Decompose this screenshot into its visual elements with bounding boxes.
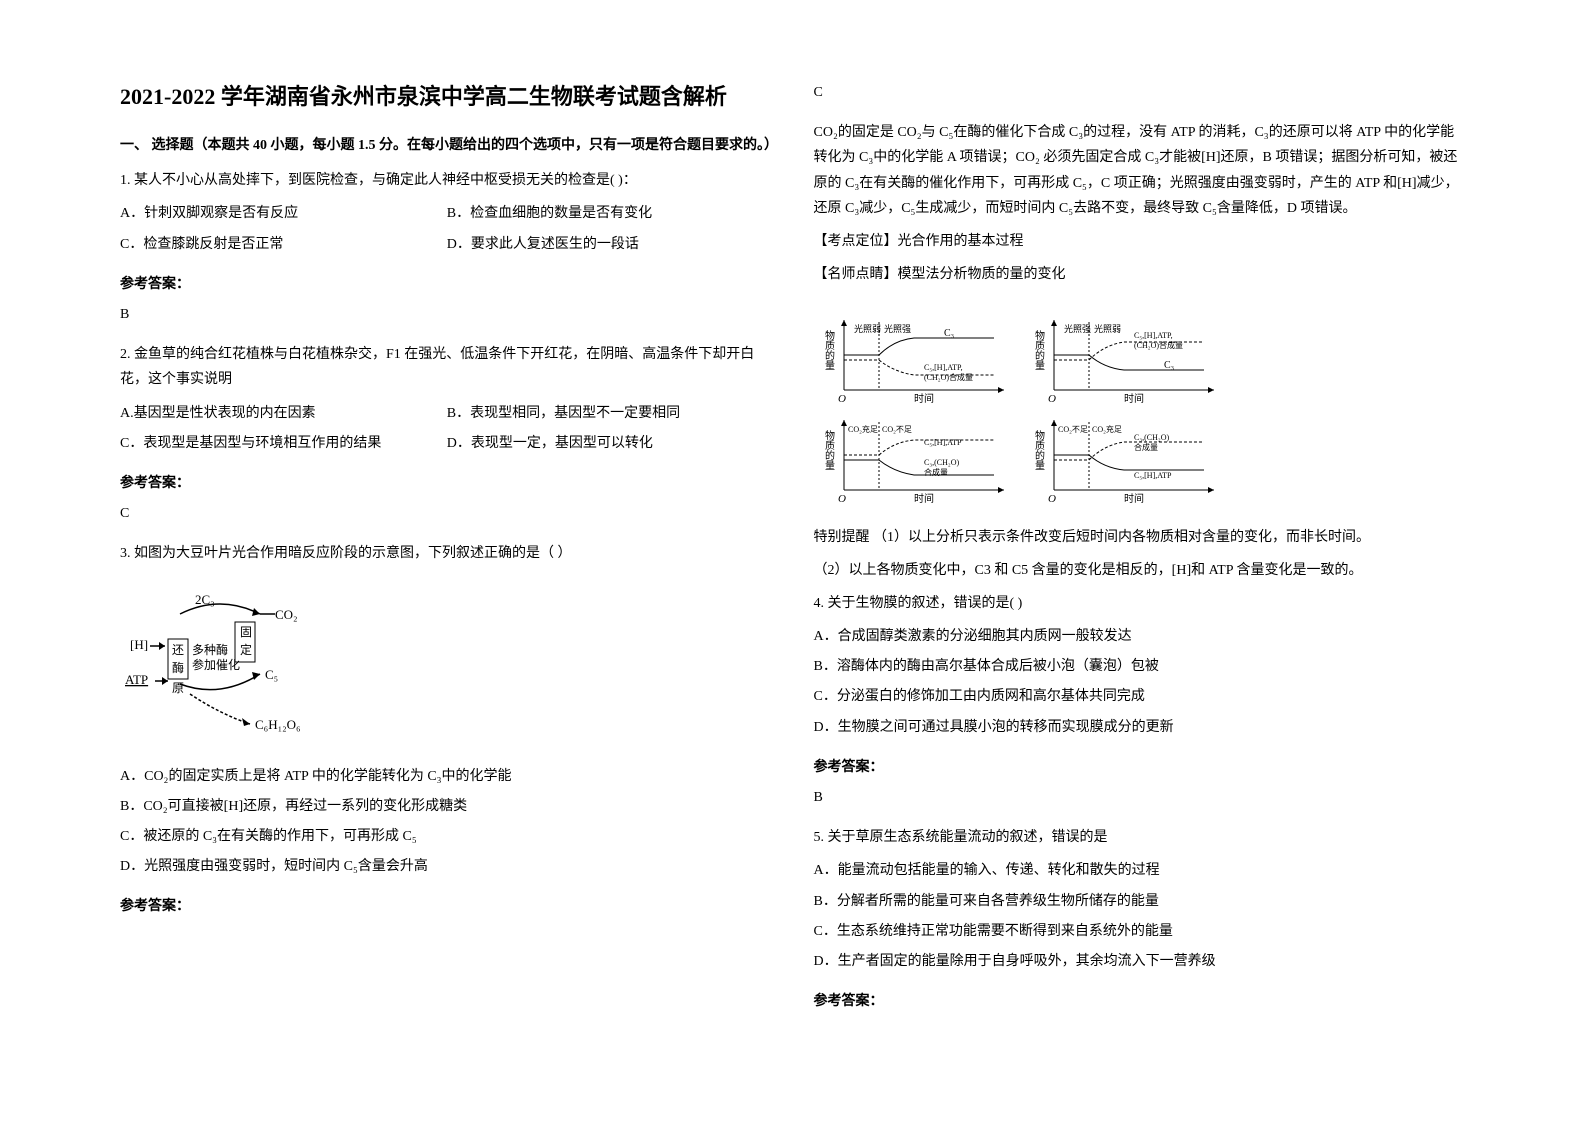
q1-opt-a: A．针刺双脚观察是否有反应 (120, 201, 447, 226)
q4-opt-a: A．合成固醇类激素的分泌细胞其内质网一般较发达 (814, 624, 1468, 649)
q3-point: 【考点定位】光合作用的基本过程 (814, 229, 1468, 254)
svg-text:时间: 时间 (1124, 392, 1144, 405)
q3-opt-a: A．CO₂的固定实质上是将 ATP 中的化学能转化为 C₃中的化学能 (120, 764, 774, 789)
q1-answer: B (120, 302, 774, 327)
q3-note1: 特别提醒 （1）以上分析只表示条件改变后短时间内各物质相对含量的变化，而非长时间… (814, 525, 1468, 550)
svg-text:光照强: 光照强 (1064, 323, 1091, 334)
q3-explanation: CO₂的固定是 CO₂与 C₅在酶的催化下合成 C₃的过程，没有 ATP 的消耗… (814, 120, 1468, 221)
answer-label-5: 参考答案： (814, 989, 1468, 1014)
svg-text:原: 原 (172, 681, 184, 695)
svg-text:2C₃: 2C₃ (195, 592, 215, 607)
q4-answer: B (814, 785, 1468, 810)
svg-text:时间: 时间 (914, 392, 934, 405)
svg-text:时间: 时间 (914, 492, 934, 505)
svg-text:O: O (1048, 393, 1056, 405)
q3-tip: 【名师点睛】模型法分析物质的量的变化 (814, 262, 1468, 287)
document-title: 2021-2022 学年湖南省永州市泉滨中学高二生物联考试题含解析 (120, 80, 774, 113)
q1-opt-d: D．要求此人复述医生的一段话 (447, 232, 774, 257)
svg-text:CO₂: CO₂ (275, 607, 298, 622)
svg-text:还: 还 (172, 643, 184, 657)
svg-text:光照强: 光照强 (884, 323, 911, 334)
svg-text:合成量: 合成量 (1134, 442, 1158, 452)
q5-opt-d: D．生产者固定的能量除用于自身呼吸外，其余均流入下一营养级 (814, 949, 1468, 974)
answer-label-2: 参考答案： (120, 471, 774, 496)
q4-opt-c: C．分泌蛋白的修饰加工由内质网和高尔基体共同完成 (814, 684, 1468, 709)
svg-text:C₃,(CH₂O): C₃,(CH₂O) (1134, 433, 1169, 442)
q5-text: 5. 关于草原生态系统能量流动的叙述，错误的是 (814, 825, 1468, 850)
q5-opt-c: C．生态系统维持正常功能需要不断得到来自系统外的能量 (814, 919, 1468, 944)
svg-text:多种酶: 多种酶 (192, 642, 228, 657)
q3-text: 3. 如图为大豆叶片光合作用暗反应阶段的示意图，下列叙述正确的是（ ） (120, 541, 774, 566)
question-2: 2. 金鱼草的纯合红花植株与白花植株杂交，F1 在强光、低温条件下开红花，在阴暗… (120, 342, 774, 456)
charts-diagram: 物质的量 光照弱 光照强 C₃ C₅,[H],ATP, (CH₂O)合成量 O … (814, 305, 1234, 505)
q2-opt-d: D．表现型一定，基因型可以转化 (447, 431, 774, 456)
svg-text:CO₂充足: CO₂充足 (848, 424, 878, 434)
svg-text:物质的量: 物质的量 (822, 429, 834, 470)
svg-text:C₅,[H],ATP,: C₅,[H],ATP, (924, 363, 963, 372)
q3-note2: （2）以上各物质变化中，C3 和 C5 含量的变化是相反的，[H]和 ATP 含… (814, 558, 1468, 583)
svg-text:C₅: C₅ (265, 667, 278, 682)
svg-text:合成量: 合成量 (924, 467, 948, 477)
q2-opt-b: B．表现型相同，基因型不一定要相同 (447, 401, 774, 426)
svg-text:物质的量: 物质的量 (1032, 429, 1044, 470)
q3-diagram: 2C₃ CO₂ 固 定 [H] 还 酶 多种酶 参加催化 ATP 原 C₅ C₆… (120, 584, 320, 744)
question-3: 3. 如图为大豆叶片光合作用暗反应阶段的示意图，下列叙述正确的是（ ） 2C₃ … (120, 541, 774, 879)
svg-text:C₆H₁₂O₆: C₆H₁₂O₆ (255, 717, 301, 732)
q3-opt-d: D．光照强度由强变弱时，短时间内 C₅含量会升高 (120, 854, 774, 879)
svg-text:(CH₂O)合成量: (CH₂O)合成量 (924, 372, 973, 382)
answer-label-3: 参考答案： (120, 894, 774, 919)
svg-text:ATP: ATP (125, 672, 148, 687)
svg-text:CO₂不足: CO₂不足 (882, 425, 912, 434)
q4-opt-d: D．生物膜之间可通过具膜小泡的转移而实现膜成分的更新 (814, 715, 1468, 740)
answer-label-1: 参考答案： (120, 272, 774, 297)
svg-text:时间: 时间 (1124, 492, 1144, 505)
svg-text:光照弱: 光照弱 (854, 323, 881, 334)
svg-text:物质的量: 物质的量 (1032, 329, 1044, 370)
svg-text:参加催化: 参加催化 (192, 657, 240, 672)
svg-text:CO₂充足: CO₂充足 (1092, 424, 1122, 434)
question-4: 4. 关于生物膜的叙述，错误的是( ) A．合成固醇类激素的分泌细胞其内质网一般… (814, 591, 1468, 740)
q4-opt-b: B．溶酶体内的酶由高尔基体合成后被小泡（囊泡）包被 (814, 654, 1468, 679)
q4-text: 4. 关于生物膜的叙述，错误的是( ) (814, 591, 1468, 616)
svg-text:酶: 酶 (172, 660, 184, 675)
q1-opt-b: B．检查血细胞的数量是否有变化 (447, 201, 774, 226)
svg-text:C₃: C₃ (944, 328, 954, 339)
svg-text:C₅,[H],ATP: C₅,[H],ATP (1134, 471, 1172, 480)
q3-opt-b: B．CO₂可直接被[H]还原，再经过一系列的变化形成糖类 (120, 794, 774, 819)
svg-text:C₅,[H],ATP: C₅,[H],ATP (924, 438, 962, 447)
q1-text: 1. 某人不小心从高处摔下，到医院检查，与确定此人神经中枢受损无关的检查是( )… (120, 168, 774, 193)
q2-answer: C (120, 501, 774, 526)
svg-text:C₃: C₃ (1164, 360, 1174, 371)
question-5: 5. 关于草原生态系统能量流动的叙述，错误的是 A．能量流动包括能量的输入、传递… (814, 825, 1468, 974)
svg-text:固: 固 (240, 625, 252, 639)
q2-opt-c: C．表现型是基因型与环境相互作用的结果 (120, 431, 447, 456)
q3-answer: C (814, 80, 1468, 105)
q2-opt-a: A.基因型是性状表现的内在因素 (120, 401, 447, 426)
left-column: 2021-2022 学年湖南省永州市泉滨中学高二生物联考试题含解析 一、 选择题… (100, 80, 794, 1042)
svg-text:[H]: [H] (130, 637, 148, 652)
svg-text:定: 定 (240, 642, 252, 657)
q5-opt-b: B．分解者所需的能量可来自各营养级生物所储存的能量 (814, 889, 1468, 914)
q2-text: 2. 金鱼草的纯合红花植株与白花植株杂交，F1 在强光、低温条件下开红花，在阴暗… (120, 342, 774, 392)
q3-opt-c: C．被还原的 C₃在有关酶的作用下，可再形成 C₅ (120, 824, 774, 849)
svg-text:(CH₂O)合成量: (CH₂O)合成量 (1134, 340, 1183, 350)
svg-text:CO₂不足: CO₂不足 (1058, 425, 1088, 434)
answer-label-4: 参考答案： (814, 755, 1468, 780)
q5-opt-a: A．能量流动包括能量的输入、传递、转化和散失的过程 (814, 858, 1468, 883)
svg-text:C₃,(CH₂O): C₃,(CH₂O) (924, 458, 959, 467)
svg-text:O: O (1048, 493, 1056, 505)
svg-text:C₅,[H],ATP,: C₅,[H],ATP, (1134, 331, 1173, 340)
svg-text:O: O (838, 393, 846, 405)
right-column: C CO₂的固定是 CO₂与 C₅在酶的催化下合成 C₃的过程，没有 ATP 的… (794, 80, 1488, 1042)
svg-text:O: O (838, 493, 846, 505)
q1-opt-c: C．检查膝跳反射是否正常 (120, 232, 447, 257)
section-header: 一、 选择题（本题共 40 小题，每小题 1.5 分。在每小题给出的四个选项中，… (120, 133, 774, 158)
svg-text:物质的量: 物质的量 (822, 329, 834, 370)
question-1: 1. 某人不小心从高处摔下，到医院检查，与确定此人神经中枢受损无关的检查是( )… (120, 168, 774, 257)
svg-text:光照弱: 光照弱 (1094, 323, 1121, 334)
